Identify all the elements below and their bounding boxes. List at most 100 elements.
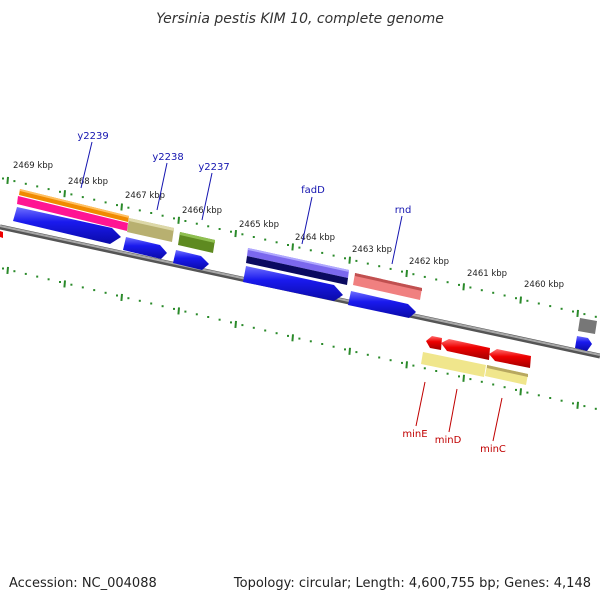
outer-tick-major-tick (63, 190, 66, 198)
outer-tick-dot (59, 190, 61, 193)
fadD-leader-line (301, 196, 313, 245)
inner-tick-dot (207, 316, 210, 318)
outer-tick-dot (446, 281, 449, 284)
gene-label-rnd[interactable]: rnd (395, 205, 412, 216)
right-edge-cds-arrow (575, 336, 592, 351)
fadD-protein-bar (246, 256, 348, 285)
outer-tick-dot (435, 278, 438, 281)
outer-tick-dot (378, 265, 381, 268)
scale-label-2466: 2466 kbp (182, 206, 222, 216)
outer-tick-dot (161, 214, 164, 217)
outer-tick-dot (355, 259, 358, 262)
outer-tick-dot (264, 238, 267, 241)
outer-tick-dot (241, 233, 244, 236)
gene-label-minD[interactable]: minD (435, 435, 462, 446)
outer-tick-dot (583, 313, 586, 316)
outer-tick-dot (572, 310, 574, 313)
inner-tick-major-tick (519, 388, 522, 396)
scale-label-2469: 2469 kbp (13, 161, 53, 171)
inner-tick-dot (389, 359, 392, 362)
outer-tick-dot (366, 262, 369, 265)
inner-tick-major-tick (234, 320, 237, 328)
inner-tick-major-tick (348, 347, 351, 355)
minE-gene-bar (421, 352, 486, 377)
y2238-cds-arrow (123, 237, 167, 259)
inner-tick-major-tick (405, 361, 408, 369)
inner-tick-dot (218, 318, 221, 321)
y2237-gene-bar-highlight (180, 232, 215, 243)
outer-tick-dot (480, 289, 483, 292)
minD-leader-line (448, 388, 458, 433)
y2239-cds-arrow (13, 207, 121, 244)
gene-label-minE[interactable]: minE (402, 429, 427, 440)
genome-summary-text: Topology: circular; Length: 4,600,755 bp… (233, 576, 591, 591)
outer-tick-major-tick (576, 309, 579, 317)
inner-tick-dot (594, 407, 597, 410)
outer-tick-dot (560, 307, 563, 310)
outer-tick-dot (230, 230, 232, 233)
minC-cds-arrow (489, 349, 531, 368)
outer-tick-major-tick (348, 256, 351, 264)
inner-tick-dot (401, 361, 403, 364)
right-edge-gene-bar (578, 318, 597, 334)
inner-tick-dot (515, 388, 517, 391)
outer-tick-dot (594, 315, 597, 318)
fadD-cds-arrow (243, 266, 343, 301)
minD-cds-arrow (441, 339, 490, 360)
inner-tick-dot (287, 334, 289, 337)
outer-tick-dot (207, 225, 210, 228)
inner-tick-dot (549, 397, 552, 399)
inner-tick-dot (59, 281, 61, 283)
y2238-leader-line (156, 162, 168, 211)
outer-tick-dot (150, 212, 153, 214)
gene-label-y2238[interactable]: y2238 (152, 152, 183, 163)
gene-label-fadD[interactable]: fadD (301, 185, 325, 196)
inner-tick-dot (252, 326, 255, 329)
outer-tick-dot (138, 209, 141, 212)
minD-gene-bar-edge (487, 365, 528, 377)
inner-tick-dot (13, 270, 16, 273)
inner-tick-dot (492, 383, 495, 386)
inner-tick-dot (309, 340, 312, 343)
outer-tick-dot (298, 246, 301, 249)
inner-tick-dot (161, 305, 164, 308)
minE-cds-arrow (426, 336, 442, 350)
outer-tick-dot (526, 299, 529, 302)
gene-label-y2237[interactable]: y2237 (198, 162, 229, 173)
scale-label-2462: 2462 kbp (409, 257, 449, 267)
rnd-gene-bar-edge (355, 273, 422, 291)
outer-tick-dot (24, 182, 27, 185)
outer-tick-dot (401, 270, 403, 273)
outer-tick-dot (252, 236, 255, 238)
scale-label-2461: 2461 kbp (467, 269, 507, 279)
gene-label-y2239[interactable]: y2239 (77, 131, 108, 142)
fadD-gene-bar-highlight (248, 248, 349, 272)
outer-tick-major-tick (291, 243, 294, 251)
outer-tick-dot (104, 201, 107, 204)
outer-tick-dot (321, 251, 324, 254)
outer-tick-dot (70, 193, 73, 196)
inner-tick-dot (184, 310, 187, 313)
map-title: Yersinia pestis KIM 10, complete genome (156, 11, 444, 27)
inner-tick-dot (195, 313, 198, 316)
inner-tick-dot (321, 343, 324, 345)
rnd-leader-line (391, 215, 403, 265)
inner-tick-dot (378, 356, 381, 359)
inner-tick-dot (423, 367, 426, 370)
outer-tick-dot (423, 275, 426, 278)
inner-tick-dot (469, 378, 472, 381)
inner-tick-dot (526, 391, 529, 394)
gene-label-minC[interactable]: minC (480, 444, 506, 455)
inner-tick-major-tick (291, 334, 294, 342)
inner-tick-dot (583, 405, 586, 408)
inner-tick-dot (2, 267, 4, 270)
inner-tick-dot (70, 283, 73, 286)
scale-label-2468: 2468 kbp (68, 177, 108, 187)
inner-tick-dot (344, 348, 346, 351)
outer-tick-dot (195, 222, 198, 225)
outer-tick-dot (173, 217, 175, 220)
inner-tick-dot (230, 321, 232, 324)
outer-tick-major-tick (405, 269, 408, 278)
